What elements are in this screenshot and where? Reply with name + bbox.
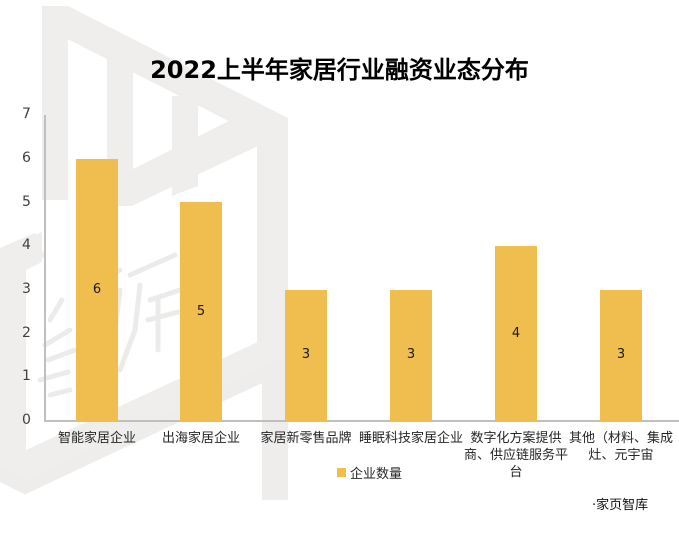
y-axis-line [44, 115, 46, 422]
x-category-label: 家居新零售品牌 [260, 431, 352, 446]
bar-value-label: 6 [92, 281, 102, 297]
y-tick-label: 0 [22, 412, 31, 428]
bar [285, 289, 327, 421]
bar [180, 202, 222, 421]
bar [390, 289, 432, 421]
bar-value-label: 3 [406, 347, 416, 363]
y-tick-label: 6 [22, 150, 31, 166]
source-credit: ·家页智库 [592, 498, 649, 513]
y-tick-label: 5 [22, 194, 31, 210]
chart-title: 2022上半年家居行业融资业态分布 [150, 56, 529, 84]
legend-label: 企业数量 [350, 467, 403, 482]
chart-legend: 企业数量 [337, 463, 402, 482]
y-tick-label: 3 [22, 281, 31, 297]
y-tick-label: 7 [22, 106, 31, 122]
bar [76, 158, 118, 421]
bar-value-label: 3 [301, 347, 311, 363]
bar-value-label: 3 [616, 347, 626, 363]
bar [600, 289, 642, 421]
y-tick-label: 4 [22, 237, 31, 253]
legend-swatch-icon [337, 468, 346, 477]
bar-value-label: 5 [196, 303, 206, 319]
bar [495, 246, 537, 421]
x-category-label: 智能家居企业 [57, 431, 136, 446]
y-tick-label: 1 [22, 368, 31, 384]
x-category-label: 出海家居企业 [161, 431, 240, 446]
x-category-label: 其他（材料、集成灶、元宇宙 [569, 431, 674, 463]
x-category-label: 数字化方案提供商、供应链服务平台 [464, 431, 569, 480]
x-category-label: 睡眠科技家居企业 [359, 431, 464, 446]
bar-value-label: 4 [511, 325, 521, 341]
x-axis-line [44, 420, 679, 422]
y-tick-label: 2 [22, 325, 31, 341]
